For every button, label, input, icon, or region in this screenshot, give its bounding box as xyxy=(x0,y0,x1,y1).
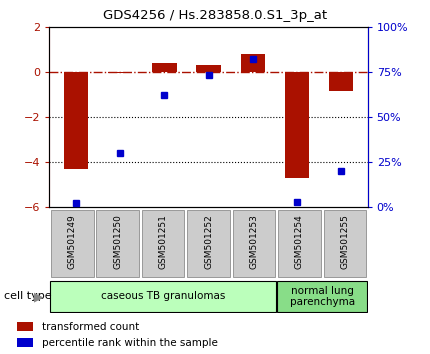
Text: GSM501249: GSM501249 xyxy=(68,215,77,269)
Bar xyxy=(329,72,353,91)
Text: GDS4256 / Hs.283858.0.S1_3p_at: GDS4256 / Hs.283858.0.S1_3p_at xyxy=(103,9,327,22)
Bar xyxy=(152,63,176,72)
FancyBboxPatch shape xyxy=(278,210,321,276)
Text: cell type: cell type xyxy=(4,291,52,302)
Text: normal lung
parenchyma: normal lung parenchyma xyxy=(290,286,355,307)
Bar xyxy=(17,338,34,347)
Bar xyxy=(17,321,34,331)
Bar xyxy=(241,54,265,72)
Text: caseous TB granulomas: caseous TB granulomas xyxy=(101,291,225,302)
Bar xyxy=(285,72,309,178)
Text: ▶: ▶ xyxy=(34,290,43,303)
FancyBboxPatch shape xyxy=(323,210,366,276)
Text: transformed count: transformed count xyxy=(42,322,139,332)
Text: GSM501250: GSM501250 xyxy=(113,215,122,269)
Bar xyxy=(108,72,132,73)
FancyBboxPatch shape xyxy=(187,210,230,276)
Bar xyxy=(64,72,88,169)
Bar xyxy=(197,65,221,72)
Text: GSM501254: GSM501254 xyxy=(295,215,304,269)
FancyBboxPatch shape xyxy=(51,210,94,276)
FancyBboxPatch shape xyxy=(96,210,139,276)
Text: GSM501253: GSM501253 xyxy=(249,215,258,269)
FancyBboxPatch shape xyxy=(50,281,276,312)
FancyBboxPatch shape xyxy=(142,210,184,276)
Text: GSM501255: GSM501255 xyxy=(341,215,350,269)
FancyBboxPatch shape xyxy=(277,281,367,312)
Text: GSM501252: GSM501252 xyxy=(204,215,213,269)
Text: percentile rank within the sample: percentile rank within the sample xyxy=(42,338,218,348)
Text: GSM501251: GSM501251 xyxy=(159,215,168,269)
FancyBboxPatch shape xyxy=(233,210,275,276)
